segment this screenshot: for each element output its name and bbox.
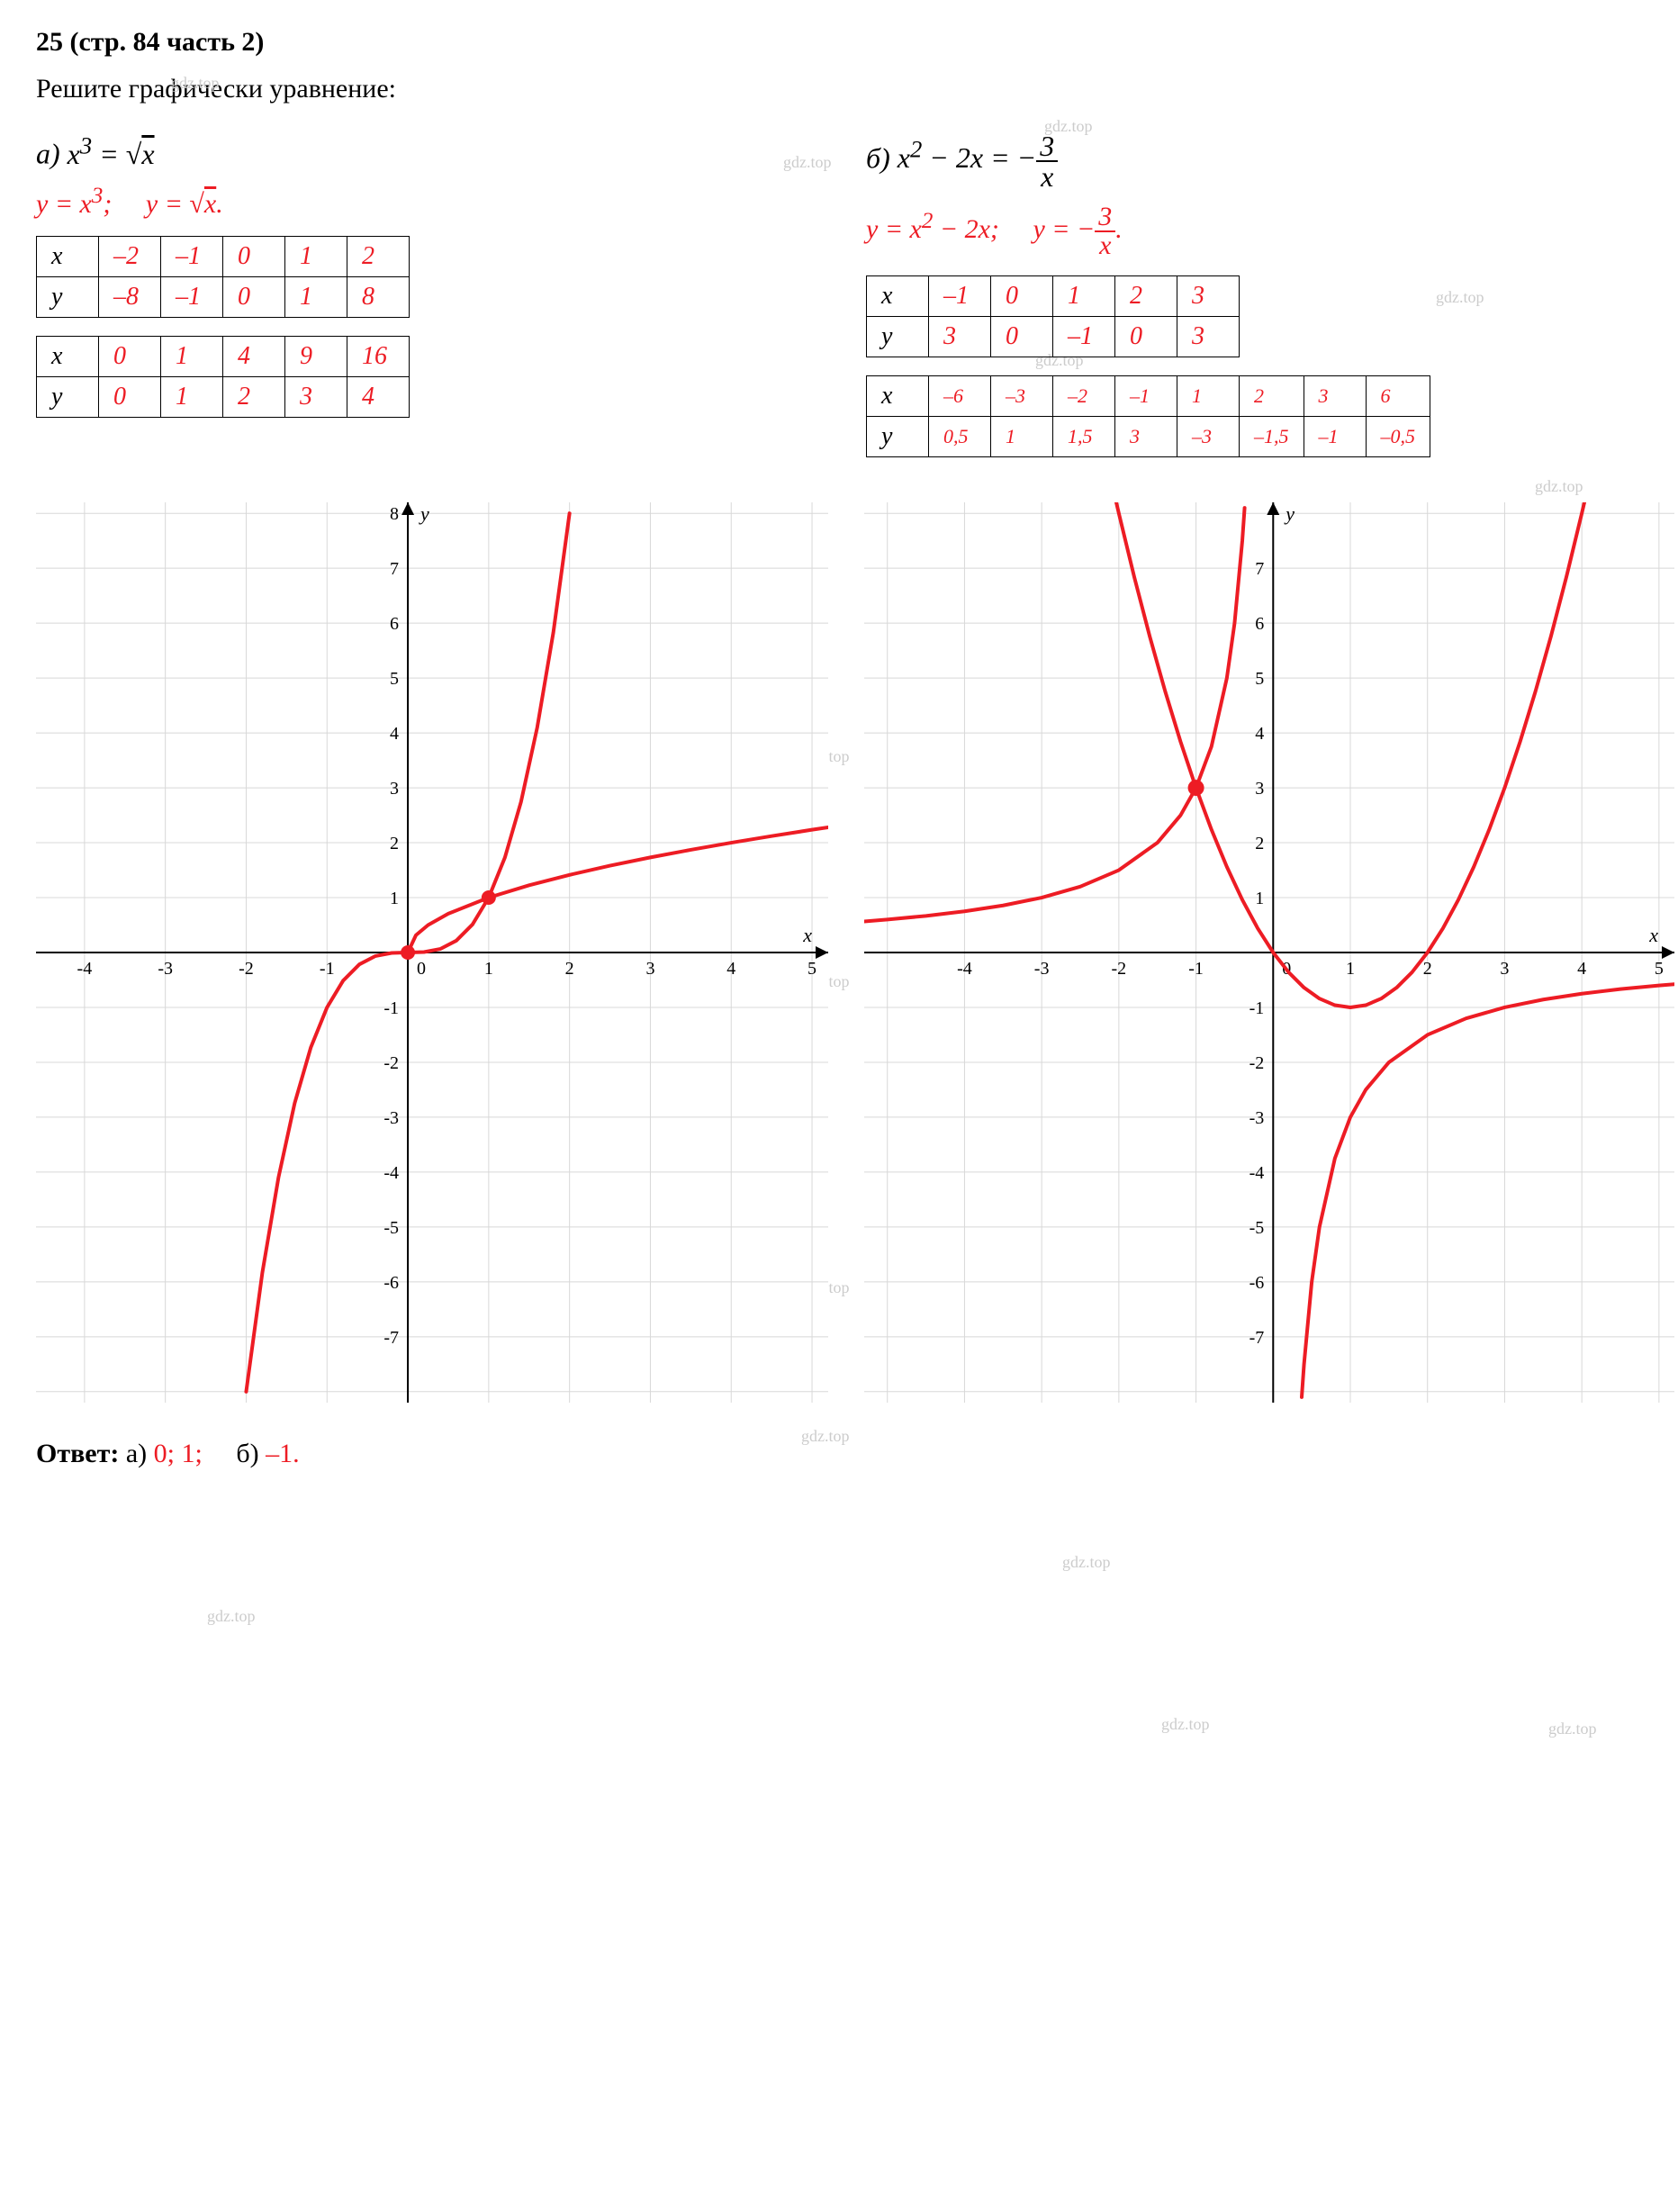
svg-text:5: 5 — [1255, 669, 1264, 689]
svg-text:4: 4 — [1255, 724, 1264, 744]
page-title: 25 (стр. 84 часть 2) — [36, 27, 264, 57]
func-b2: y = −3x. — [1033, 214, 1122, 244]
svg-text:7: 7 — [1255, 559, 1264, 579]
svg-text:-6: -6 — [1249, 1273, 1265, 1293]
svg-text:-1: -1 — [383, 998, 399, 1018]
svg-text:-1: -1 — [320, 959, 335, 979]
prompt-text: Решите графически уравнение: — [36, 74, 1642, 104]
func-a1: y = x3; — [36, 189, 112, 219]
svg-text:2: 2 — [1255, 834, 1264, 853]
chart-a-container: -4 -3 -2 -1 1 2 3 4 5 -7 -6 -5 -4 -3 -2 -1 1 2 3 4 5 6 7 8 0 x y — [36, 502, 828, 1403]
answer-a-value: 0; 1; — [154, 1439, 203, 1468]
answer-line: Ответ: а) 0; 1; б) –1. — [36, 1439, 1642, 1469]
func-a2: y = √x. — [146, 189, 223, 219]
svg-text:x: x — [802, 924, 812, 946]
equation-b: б) x2 − 2x = −3x — [866, 131, 1642, 191]
svg-text:-2: -2 — [383, 1053, 399, 1073]
svg-text:4: 4 — [1577, 959, 1586, 979]
svg-text:-1: -1 — [1249, 998, 1265, 1018]
answer-b-label: б) — [236, 1439, 258, 1468]
svg-text:-3: -3 — [383, 1108, 399, 1128]
svg-text:6: 6 — [390, 614, 399, 634]
svg-text:5: 5 — [390, 669, 399, 689]
svg-text:3: 3 — [390, 779, 399, 799]
svg-text:-5: -5 — [383, 1218, 399, 1238]
watermark: gdz.top — [207, 1607, 256, 1626]
table-b1: x–10123y30–103 — [866, 275, 1240, 357]
watermark: gdz.top — [1161, 1715, 1210, 1734]
svg-text:5: 5 — [807, 959, 816, 979]
svg-text:5: 5 — [1655, 959, 1664, 979]
svg-text:3: 3 — [1255, 779, 1264, 799]
svg-text:-2: -2 — [1112, 959, 1127, 979]
func-b1: y = x2 − 2x; — [866, 214, 999, 244]
svg-text:2: 2 — [565, 959, 574, 979]
svg-text:0: 0 — [417, 959, 426, 979]
svg-text:1: 1 — [484, 959, 493, 979]
svg-text:-3: -3 — [1034, 959, 1050, 979]
equation-a: а) x3 = √x — [36, 131, 812, 171]
svg-text:-3: -3 — [158, 959, 173, 979]
svg-text:-7: -7 — [383, 1328, 399, 1348]
part-b: б) x2 − 2x = −3x y = x2 − 2x; y = −3x. x… — [866, 122, 1642, 475]
svg-text:-4: -4 — [383, 1163, 399, 1183]
svg-text:8: 8 — [390, 504, 399, 524]
chart-a: -4 -3 -2 -1 1 2 3 4 5 -7 -6 -5 -4 -3 -2 -1 1 2 3 4 5 6 7 8 0 x y — [36, 502, 828, 1403]
svg-text:1: 1 — [390, 889, 399, 908]
svg-text:3: 3 — [1500, 959, 1509, 979]
funcs-b: y = x2 − 2x; y = −3x. — [866, 203, 1642, 259]
table-a1: x–2–1012y–8–1018 — [36, 236, 410, 318]
svg-text:4: 4 — [390, 724, 399, 744]
svg-text:-4: -4 — [77, 959, 93, 979]
table-a2: x014916y01234 — [36, 336, 410, 418]
part-b-label: б) — [866, 141, 890, 174]
svg-text:-4: -4 — [1249, 1163, 1265, 1183]
svg-text:-7: -7 — [1249, 1328, 1265, 1348]
svg-text:y: y — [1284, 502, 1295, 525]
svg-text:-6: -6 — [383, 1273, 399, 1293]
watermark: gdz.top — [1535, 477, 1583, 496]
svg-text:-2: -2 — [1249, 1053, 1265, 1073]
answer-b-value: –1. — [266, 1439, 300, 1468]
funcs-a: y = x3; y = √x. — [36, 184, 812, 220]
svg-text:-1: -1 — [1188, 959, 1204, 979]
svg-text:-3: -3 — [1249, 1108, 1265, 1128]
part-a-label: а) — [36, 138, 60, 170]
watermark: gdz.top — [1062, 1553, 1111, 1572]
svg-text:3: 3 — [645, 959, 654, 979]
svg-text:-2: -2 — [239, 959, 254, 979]
answer-label: Ответ: — [36, 1439, 119, 1468]
chart-b-container: -4-3-2-112345-7-6-5-4-3-2-112345670xy — [864, 502, 1674, 1403]
svg-text:7: 7 — [390, 559, 399, 579]
svg-text:y: y — [419, 502, 429, 525]
answer-a-label: а) — [126, 1439, 147, 1468]
table-b2: x–6–3–2–11236y0,511,53–3–1,5–1–0,5 — [866, 375, 1430, 457]
chart-b: -4-3-2-112345-7-6-5-4-3-2-112345670xy — [864, 502, 1674, 1403]
svg-text:6: 6 — [1255, 614, 1264, 634]
svg-text:-5: -5 — [1249, 1218, 1265, 1238]
svg-text:2: 2 — [390, 834, 399, 853]
svg-text:1: 1 — [1346, 959, 1355, 979]
watermark: gdz.top — [1548, 1720, 1597, 1738]
svg-text:4: 4 — [726, 959, 735, 979]
svg-text:2: 2 — [1423, 959, 1432, 979]
part-a: а) x3 = √x y = x3; y = √x. x–2–1012y–8–1… — [36, 122, 812, 436]
svg-text:1: 1 — [1255, 889, 1264, 908]
svg-text:-4: -4 — [957, 959, 972, 979]
svg-text:x: x — [1648, 924, 1658, 946]
